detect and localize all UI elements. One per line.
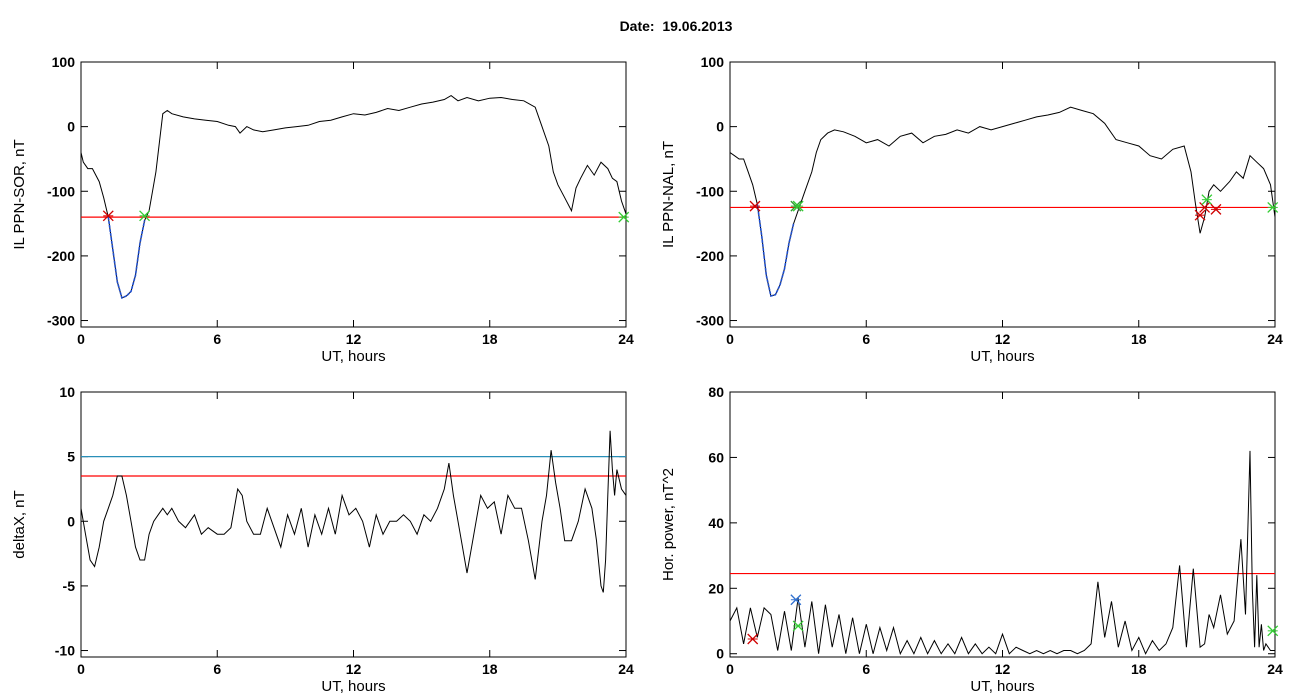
- y-axis-title: IL PPN-SOR, nT: [11, 139, 28, 249]
- x-axis-title: UT, hours: [970, 348, 1034, 365]
- marker: [618, 211, 630, 223]
- y-tick-label: 0: [67, 119, 75, 135]
- y-tick-label: -100: [47, 183, 75, 199]
- y-axis-title: IL PPN-NAL, nT: [660, 141, 677, 248]
- x-tick-label: 24: [1267, 661, 1283, 677]
- x-tick-label: 12: [346, 331, 362, 347]
- marker: [1194, 209, 1206, 221]
- marker: [1201, 194, 1213, 206]
- chart-panel-3: 0 6 12 18 24 -10 -5 0 5 10 UT, hours deltaX, nT: [11, 384, 634, 695]
- y-axis-title: deltaX, nT: [11, 490, 28, 558]
- series-line: [756, 204, 795, 298]
- y-tick-label: -5: [63, 578, 76, 594]
- x-tick-label: 6: [213, 331, 221, 347]
- plot-frame: [80, 61, 627, 328]
- marker: [1267, 625, 1279, 637]
- plot-frame: [729, 391, 1276, 658]
- plot-frame: [729, 61, 1276, 328]
- series-line: [81, 430, 626, 593]
- marker: [1267, 201, 1279, 213]
- marker: [790, 594, 802, 606]
- x-tick-label: 6: [213, 661, 221, 677]
- y-tick-label: -200: [47, 248, 75, 264]
- marker: [102, 210, 114, 222]
- y-tick-label: 5: [67, 449, 75, 465]
- x-tick-label: 24: [618, 661, 634, 677]
- series-line: [730, 450, 1275, 656]
- y-tick-label: 0: [716, 646, 724, 662]
- x-tick-label: 12: [995, 331, 1011, 347]
- marker: [139, 210, 151, 222]
- x-tick-label: 18: [482, 331, 498, 347]
- x-tick-label: 0: [726, 331, 734, 347]
- x-tick-label: 18: [1131, 661, 1147, 677]
- x-tick-label: 24: [1267, 331, 1283, 347]
- y-tick-label: 100: [701, 54, 725, 70]
- x-axis-title: UT, hours: [321, 348, 385, 365]
- marker: [749, 200, 761, 212]
- x-tick-label: 0: [77, 331, 85, 347]
- y-axis-title: Hor. power, nT^2: [660, 468, 677, 581]
- plot-frame: [80, 391, 627, 658]
- plot-area: [81, 95, 626, 299]
- y-tick-label: 80: [708, 384, 724, 400]
- y-tick-label: -300: [47, 313, 75, 329]
- chart-panel-4: 0 6 12 18 24 0 20 40 60 80 UT, hours Hor. power, nT…: [660, 384, 1283, 695]
- x-tick-label: 12: [346, 661, 362, 677]
- x-tick-label: 6: [862, 331, 870, 347]
- marker: [1199, 201, 1211, 213]
- marker: [792, 200, 804, 212]
- x-axis-title: UT, hours: [321, 678, 385, 695]
- chart-panel-1: 0 6 12 18 24 -300 -200 -100 0 100 UT, hours IL PPN-…: [11, 54, 634, 365]
- y-tick-label: 0: [716, 119, 724, 135]
- page-title: Date: 19.06.2013: [619, 18, 733, 34]
- y-tick-label: -100: [696, 183, 724, 199]
- plot-area: [730, 450, 1275, 656]
- marker: [747, 633, 759, 645]
- x-axis-title: UT, hours: [970, 678, 1034, 695]
- x-tick-label: 18: [1131, 331, 1147, 347]
- y-tick-label: 10: [59, 384, 75, 400]
- chart-panel-2: 0 6 12 18 24 -300 -200 -100 0 100 UT, hours IL PPN-…: [660, 54, 1283, 365]
- x-tick-label: 12: [995, 661, 1011, 677]
- plot-area: [81, 430, 626, 593]
- x-tick-label: 0: [77, 661, 85, 677]
- series-line: [81, 95, 626, 299]
- series-line: [730, 106, 1275, 297]
- marker: [1210, 203, 1222, 215]
- plot-area: [730, 106, 1275, 298]
- y-tick-label: 0: [67, 513, 75, 529]
- y-tick-label: 20: [708, 580, 724, 596]
- x-tick-label: 24: [618, 331, 634, 347]
- y-tick-label: -200: [696, 248, 724, 264]
- y-tick-label: -300: [696, 313, 724, 329]
- x-tick-label: 6: [862, 661, 870, 677]
- y-tick-label: 40: [708, 515, 724, 531]
- y-tick-label: 60: [708, 449, 724, 465]
- y-tick-label: -10: [55, 643, 75, 659]
- series-line: [107, 216, 146, 299]
- x-tick-label: 18: [482, 661, 498, 677]
- x-tick-label: 0: [726, 661, 734, 677]
- y-tick-label: 100: [52, 54, 76, 70]
- marker: [792, 620, 804, 632]
